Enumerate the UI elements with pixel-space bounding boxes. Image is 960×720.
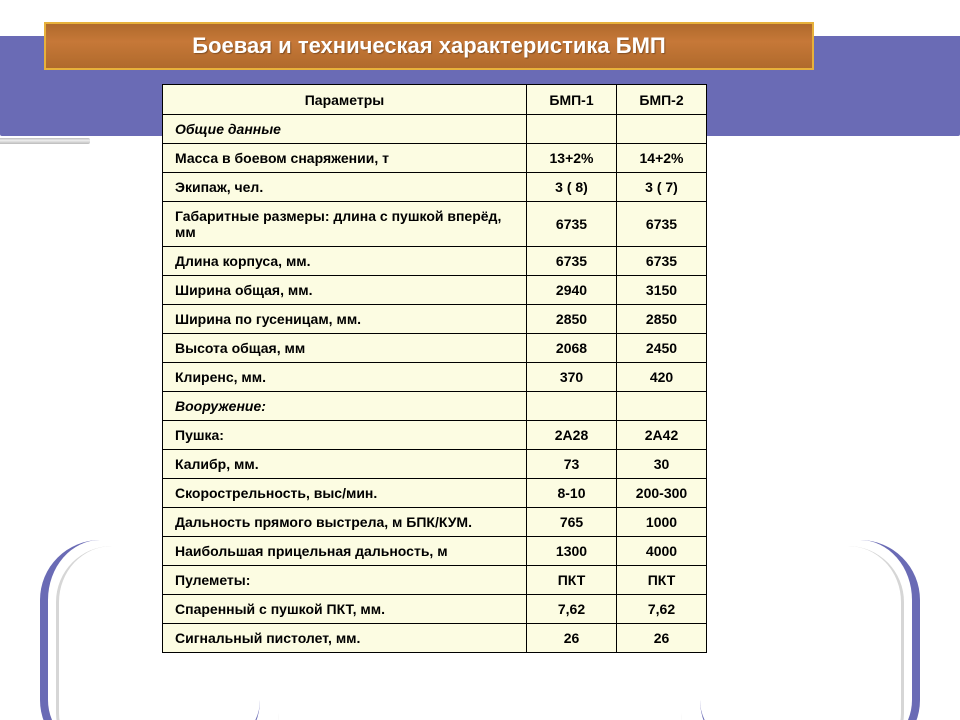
table-row: Вооружение: xyxy=(163,392,707,421)
value-cell-bmp2: 14+2% xyxy=(617,144,707,173)
header-parameters: Параметры xyxy=(163,85,527,115)
param-cell: Масса в боевом снаряжении, т xyxy=(163,144,527,173)
param-cell: Наибольшая прицельная дальность, м xyxy=(163,537,527,566)
param-cell: Клиренс, мм. xyxy=(163,363,527,392)
param-cell: Калибр, мм. xyxy=(163,450,527,479)
value-cell-bmp1: 6735 xyxy=(527,247,617,276)
value-cell-bmp1 xyxy=(527,392,617,421)
table-row: Ширина общая, мм.29403150 xyxy=(163,276,707,305)
table-row: Калибр, мм.7330 xyxy=(163,450,707,479)
value-cell-bmp2: 200-300 xyxy=(617,479,707,508)
table-row: Высота общая, мм20682450 xyxy=(163,334,707,363)
param-cell: Высота общая, мм xyxy=(163,334,527,363)
param-cell: Экипаж, чел. xyxy=(163,173,527,202)
value-cell-bmp1 xyxy=(527,115,617,144)
param-cell: Спаренный с пушкой ПКТ, мм. xyxy=(163,595,527,624)
title-bar: Боевая и техническая характеристика БМП xyxy=(44,22,814,70)
value-cell-bmp2: 7,62 xyxy=(617,595,707,624)
param-cell: Сигнальный пистолет, мм. xyxy=(163,624,527,653)
param-cell: Пулеметы: xyxy=(163,566,527,595)
section-cell: Вооружение: xyxy=(163,392,527,421)
value-cell-bmp1: 2068 xyxy=(527,334,617,363)
value-cell-bmp1: 370 xyxy=(527,363,617,392)
value-cell-bmp1: 2940 xyxy=(527,276,617,305)
spec-table: Параметры БМП-1 БМП-2 Общие данныеМасса … xyxy=(162,84,707,653)
value-cell-bmp2: 1000 xyxy=(617,508,707,537)
param-cell: Габаритные размеры: длина с пушкой вперё… xyxy=(163,202,527,247)
value-cell-bmp1: 765 xyxy=(527,508,617,537)
value-cell-bmp1: 1300 xyxy=(527,537,617,566)
value-cell-bmp2: 2850 xyxy=(617,305,707,334)
value-cell-bmp2: ПКТ xyxy=(617,566,707,595)
table-row: Скорострельность, выс/мин.8-10200-300 xyxy=(163,479,707,508)
value-cell-bmp2: 3150 xyxy=(617,276,707,305)
param-cell: Пушка: xyxy=(163,421,527,450)
table-row: Наибольшая прицельная дальность, м130040… xyxy=(163,537,707,566)
value-cell-bmp1: 2850 xyxy=(527,305,617,334)
section-cell: Общие данные xyxy=(163,115,527,144)
value-cell-bmp1: 3 ( 8) xyxy=(527,173,617,202)
value-cell-bmp1: 13+2% xyxy=(527,144,617,173)
header-bmp1: БМП-1 xyxy=(527,85,617,115)
corner-bracket-bottom-right xyxy=(700,540,920,720)
param-cell: Длина корпуса, мм. xyxy=(163,247,527,276)
param-cell: Ширина общая, мм. xyxy=(163,276,527,305)
value-cell-bmp1: 2А28 xyxy=(527,421,617,450)
table-row: Клиренс, мм.370420 xyxy=(163,363,707,392)
table-row: Ширина по гусеницам, мм.28502850 xyxy=(163,305,707,334)
value-cell-bmp2 xyxy=(617,115,707,144)
value-cell-bmp2: 6735 xyxy=(617,247,707,276)
value-cell-bmp1: 73 xyxy=(527,450,617,479)
slide-stage: Боевая и техническая характеристика БМП … xyxy=(0,0,960,720)
value-cell-bmp1: 7,62 xyxy=(527,595,617,624)
value-cell-bmp2: 3 ( 7) xyxy=(617,173,707,202)
header-bmp2: БМП-2 xyxy=(617,85,707,115)
value-cell-bmp1: ПКТ xyxy=(527,566,617,595)
table-row: Пушка:2А282А42 xyxy=(163,421,707,450)
value-cell-bmp2: 30 xyxy=(617,450,707,479)
page-title: Боевая и техническая характеристика БМП xyxy=(192,33,665,59)
value-cell-bmp2: 420 xyxy=(617,363,707,392)
value-cell-bmp2: 2450 xyxy=(617,334,707,363)
param-cell: Дальность прямого выстрела, м БПК/КУМ. xyxy=(163,508,527,537)
param-cell: Ширина по гусеницам, мм. xyxy=(163,305,527,334)
value-cell-bmp1: 8-10 xyxy=(527,479,617,508)
table-row: Спаренный с пушкой ПКТ, мм.7,627,62 xyxy=(163,595,707,624)
table-row: Пулеметы:ПКТПКТ xyxy=(163,566,707,595)
value-cell-bmp2: 26 xyxy=(617,624,707,653)
table-row: Сигнальный пистолет, мм.2626 xyxy=(163,624,707,653)
table-row: Габаритные размеры: длина с пушкой вперё… xyxy=(163,202,707,247)
value-cell-bmp2: 2А42 xyxy=(617,421,707,450)
header-stripe xyxy=(0,138,90,144)
table-row: Дальность прямого выстрела, м БПК/КУМ.76… xyxy=(163,508,707,537)
table-row: Длина корпуса, мм.67356735 xyxy=(163,247,707,276)
param-cell: Скорострельность, выс/мин. xyxy=(163,479,527,508)
value-cell-bmp1: 6735 xyxy=(527,202,617,247)
value-cell-bmp2: 4000 xyxy=(617,537,707,566)
spec-table-container: Параметры БМП-1 БМП-2 Общие данныеМасса … xyxy=(162,84,707,653)
table-row: Масса в боевом снаряжении, т13+2%14+2% xyxy=(163,144,707,173)
table-row: Экипаж, чел.3 ( 8)3 ( 7) xyxy=(163,173,707,202)
value-cell-bmp1: 26 xyxy=(527,624,617,653)
value-cell-bmp2: 6735 xyxy=(617,202,707,247)
table-header-row: Параметры БМП-1 БМП-2 xyxy=(163,85,707,115)
table-row: Общие данные xyxy=(163,115,707,144)
value-cell-bmp2 xyxy=(617,392,707,421)
